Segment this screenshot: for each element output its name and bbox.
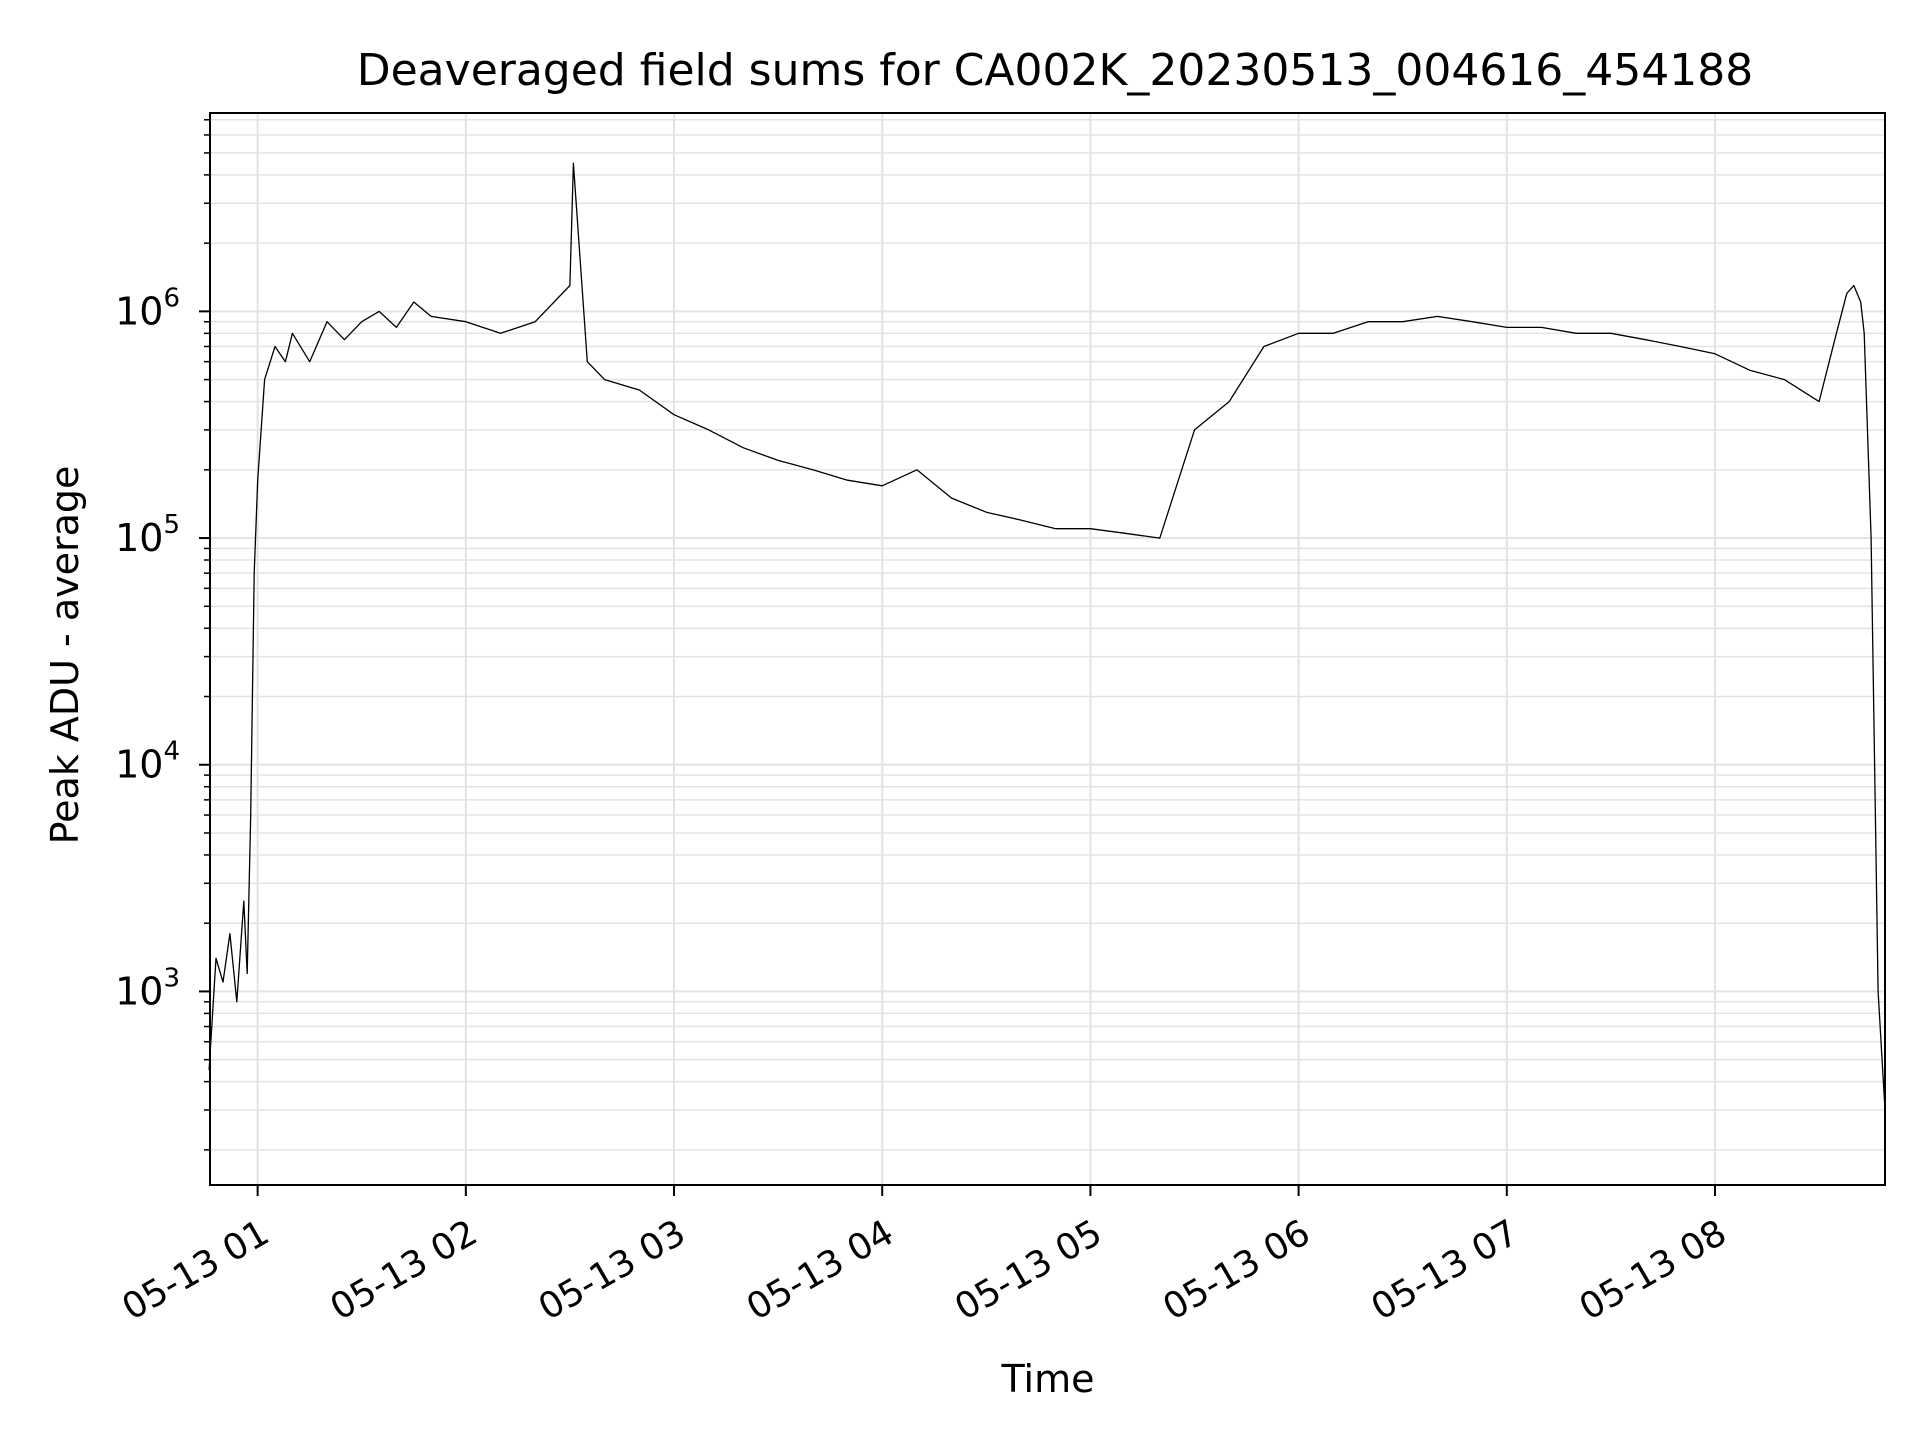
plot-area: [208, 162, 1886, 1111]
x-axis-label: Time: [1001, 1357, 1095, 1401]
y-tick-exponent: 6: [163, 283, 180, 313]
y-tick-label: 105: [115, 510, 180, 560]
chart-title: Deaveraged field sums for CA002K_2023051…: [357, 45, 1754, 96]
grid: [210, 113, 1885, 1185]
y-tick-exponent: 3: [163, 963, 180, 993]
y-tick-exponent: 4: [163, 737, 180, 767]
y-axis-label: Peak ADU - average: [43, 466, 87, 845]
y-tick-label: 104: [115, 737, 180, 787]
y-tick-exponent: 5: [163, 510, 180, 540]
series-line: [208, 162, 1886, 1111]
y-tick-label: 106: [115, 283, 180, 333]
plot-frame: [209, 112, 1886, 1186]
